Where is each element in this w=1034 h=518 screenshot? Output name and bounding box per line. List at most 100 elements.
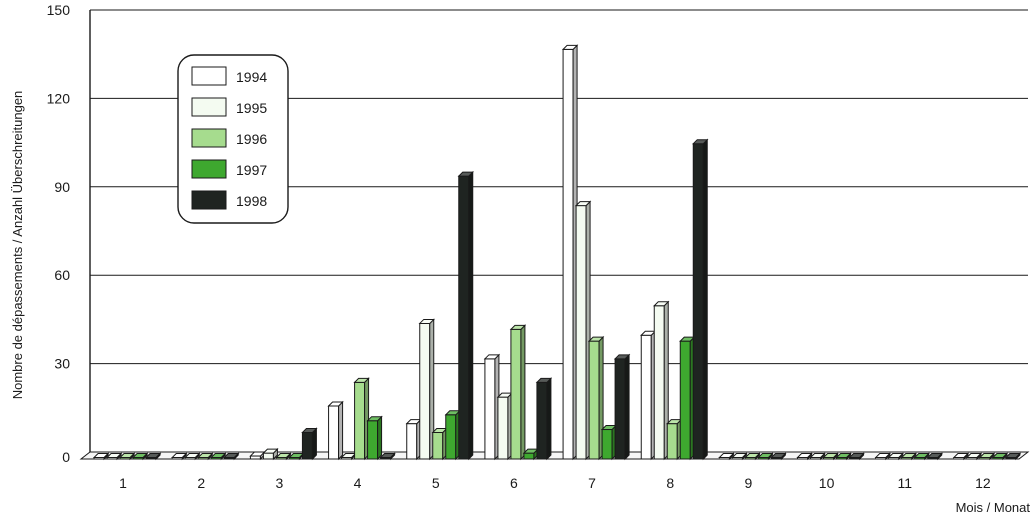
bar [679,335,696,461]
bar [327,400,344,461]
bar-top [131,453,149,458]
bar-front [262,452,274,460]
bar-top [118,453,136,458]
bar [952,452,970,461]
bar [978,452,996,461]
bar-front [419,322,431,460]
bar-top [366,416,383,422]
legend-item: 1996 [191,128,267,148]
bars [92,44,1022,461]
bar [522,447,540,461]
bar [900,452,917,461]
bar-top [822,453,839,458]
bar [301,427,318,461]
bar [379,452,396,461]
bar-front [575,205,587,460]
x-tick-label: 8 [666,475,674,491]
bar [1004,452,1022,461]
bar [184,452,201,461]
bar [744,452,761,461]
y-axis-ticks: 0 30 60 90 120 150 [47,2,71,465]
x-tick-label: 7 [588,475,596,491]
legend-item: 1998 [191,190,267,210]
bar-top [887,453,904,458]
bar [483,353,501,461]
bar-front [328,405,340,460]
bar [653,300,670,461]
x-tick-label: 6 [510,475,518,491]
bar-top [509,324,527,330]
bar [718,452,735,461]
chart-floor [79,451,1030,460]
bar-front [367,420,379,460]
bar-front [601,429,613,460]
x-tick-label: 2 [197,475,205,491]
legend-label: 1995 [236,100,267,116]
bar [991,452,1009,461]
bar-top [770,453,787,458]
bar-top [757,453,774,458]
floor-plane [79,451,1030,460]
bar-top [809,453,826,458]
bar [457,170,474,461]
bar-front [510,328,522,460]
bar-top [952,453,970,458]
x-tick-label: 12 [975,475,991,491]
bar-top [457,171,474,177]
bar [874,452,891,461]
x-tick-label: 10 [819,475,835,491]
bar [262,447,279,461]
bar-front [484,358,496,460]
bar-top [379,453,396,458]
y-tick-label: 90 [54,179,70,195]
bar-top [718,453,735,458]
legend-label: 1996 [236,131,267,147]
bar [835,452,852,461]
bar-front [458,175,470,460]
bar-top [965,453,983,458]
legend-swatch [191,66,227,86]
bar [197,452,214,461]
bar-front [692,143,704,460]
bar [561,44,579,461]
bar-top [105,453,123,458]
bar-side [702,138,708,461]
bar-top [1004,453,1022,458]
bar [640,330,657,461]
bar-top [210,453,227,458]
legend-swatch [191,190,227,210]
bar-top [275,453,292,458]
legend-swatch [191,97,227,117]
bar-top [848,453,865,458]
bar-top [913,453,930,458]
bar-front [497,396,509,460]
bar-top [587,336,605,342]
y-tick-label: 120 [47,90,71,106]
bar-top [900,453,917,458]
bar-front [445,414,457,460]
bar [431,427,448,461]
bar [249,450,266,461]
bar [92,452,110,461]
bar-front [432,431,444,460]
bar-top [744,453,761,458]
bar-front [653,305,665,460]
x-axis-label: Mois / Monat [956,500,1031,515]
bar [496,391,514,461]
bar [105,452,123,461]
bar-top [692,139,709,145]
bar-front [354,381,366,460]
bar-side [546,377,552,461]
bar-front [679,340,691,460]
bar-side [377,415,383,461]
bar-front [301,431,313,460]
bar [405,418,422,461]
bar [848,452,865,461]
bar-top [262,448,279,454]
legend-label: 1997 [236,162,267,178]
bar [509,324,527,461]
bar-top [327,401,344,407]
bar-side [468,170,474,461]
bar-side [624,353,630,461]
bar [275,452,292,461]
